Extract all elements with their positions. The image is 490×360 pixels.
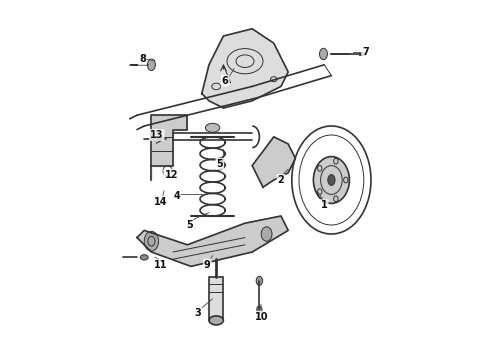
- Text: 9: 9: [204, 260, 211, 270]
- Text: 6: 6: [222, 76, 228, 86]
- Ellipse shape: [140, 255, 148, 260]
- Ellipse shape: [209, 316, 223, 325]
- Text: 8: 8: [139, 54, 146, 64]
- Ellipse shape: [261, 227, 272, 241]
- Text: 4: 4: [173, 191, 180, 201]
- Ellipse shape: [144, 231, 159, 251]
- Bar: [209, 277, 223, 320]
- Polygon shape: [137, 216, 288, 266]
- Text: 2: 2: [278, 175, 284, 185]
- Text: 1: 1: [321, 200, 328, 210]
- Text: 7: 7: [362, 47, 369, 57]
- Ellipse shape: [314, 157, 349, 203]
- Ellipse shape: [257, 306, 262, 313]
- Text: 10: 10: [254, 312, 268, 322]
- Polygon shape: [202, 29, 288, 108]
- Text: 11: 11: [154, 260, 167, 270]
- Text: 3: 3: [195, 308, 201, 318]
- Text: 12: 12: [165, 170, 178, 180]
- Text: 5: 5: [186, 220, 193, 230]
- Polygon shape: [151, 115, 187, 180]
- Ellipse shape: [256, 276, 263, 285]
- Ellipse shape: [328, 175, 335, 185]
- Ellipse shape: [147, 59, 155, 71]
- Ellipse shape: [205, 123, 220, 132]
- Text: 5: 5: [217, 159, 223, 169]
- Ellipse shape: [319, 48, 327, 60]
- Polygon shape: [252, 137, 295, 187]
- Text: 13: 13: [150, 130, 164, 140]
- Text: 14: 14: [154, 197, 167, 207]
